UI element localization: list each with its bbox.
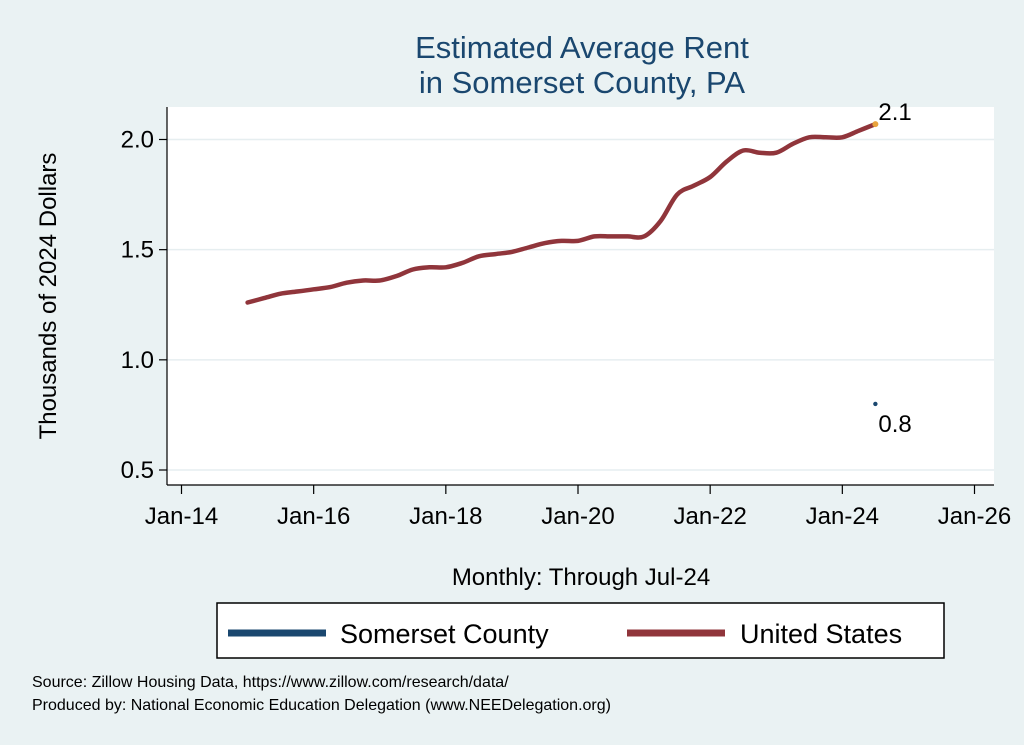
x-axis: Jan-14 Jan-16 Jan-18 Jan-20 Jan-22 Jan-24 Jan-… (145, 484, 1011, 530)
y-tick-label: 2.0 (121, 127, 154, 154)
plot-area (167, 107, 994, 485)
y-tick-label: 1.5 (121, 237, 154, 264)
series-line-united-states (245, 121, 878, 305)
x-tick-label: Jan-22 (673, 503, 746, 530)
end-label-somerset-county: 0.8 (878, 411, 911, 438)
source-note: Source: Zillow Housing Data, https://www… (32, 674, 509, 691)
x-axis-title: Monthly: Through Jul-24 (452, 564, 710, 591)
grid-lines (167, 138, 994, 471)
legend-label-somerset-county: Somerset County (340, 619, 549, 649)
chart-title-line-2: in Somerset County, PA (419, 65, 746, 100)
end-marker-united-states (872, 121, 879, 128)
legend-box (216, 602, 945, 659)
series-layer: 0.8 2.1 (245, 99, 912, 438)
y-tick-label: 0.5 (121, 457, 154, 484)
x-tick-label: Jan-18 (409, 503, 482, 530)
chart-title-line-1: Estimated Average Rent (415, 30, 749, 65)
x-tick-label: Jan-24 (806, 503, 879, 530)
producer-note: Produced by: National Economic Education… (32, 697, 611, 714)
x-tick-label: Jan-16 (277, 503, 350, 530)
x-tick-label: Jan-26 (938, 503, 1011, 530)
y-axis: 0.5 1.0 1.5 2.0 (121, 107, 168, 485)
end-label-united-states: 2.1 (878, 99, 911, 126)
y-axis-title: Thousands of 2024 Dollars (35, 153, 62, 440)
y-tick-label: 1.0 (121, 347, 154, 374)
legend-label-united-states: United States (740, 619, 902, 649)
end-marker-somerset-county (873, 401, 878, 407)
x-tick-label: Jan-14 (145, 503, 218, 530)
x-tick-label: Jan-20 (541, 503, 614, 530)
legend: Somerset County United States (216, 602, 945, 659)
